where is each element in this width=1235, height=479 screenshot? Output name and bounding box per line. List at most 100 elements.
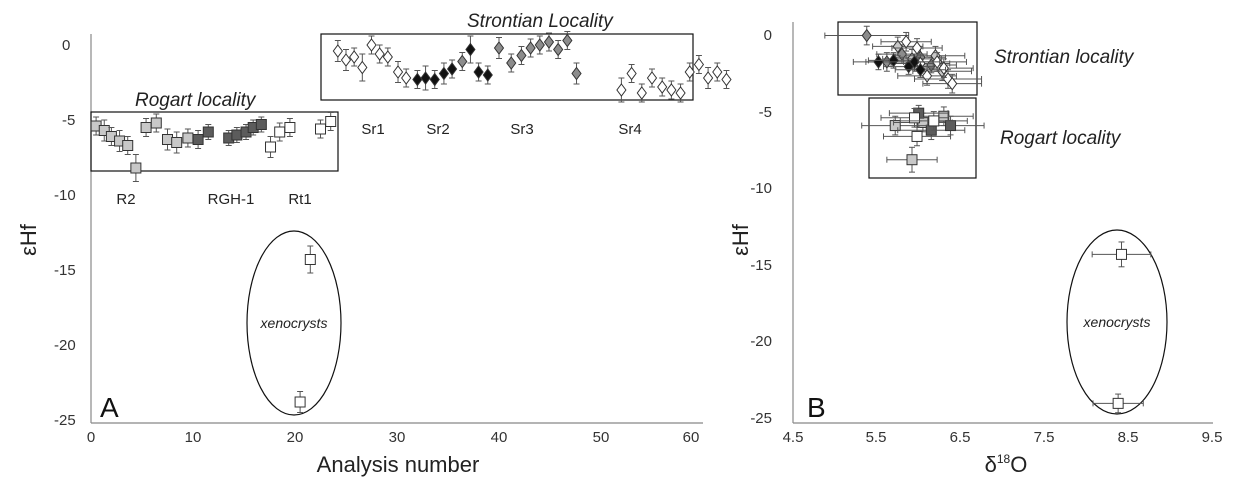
square-marker [98,125,110,136]
diamond-marker [646,71,658,85]
diamond-marker [702,71,714,85]
sample-label-rgh-1: RGH-1 [208,191,255,208]
data-point [636,83,647,103]
diamond-marker [516,48,527,63]
diamond-marker [626,66,637,81]
panel-a: 0 -5 -10 -15 -20 -25 0 10 20 30 40 50 60… [16,11,732,477]
y-tick-label: -10 [750,180,772,197]
data-point [465,35,476,64]
diamond-marker [349,50,360,64]
square-marker [284,122,296,133]
xenocrysts-label: xenocrysts [1083,314,1151,330]
data-point [446,59,458,79]
data-point [315,119,326,139]
panel-a-x-ticks: 0 10 20 30 40 50 60 [87,429,700,446]
x-tick-label: 50 [593,429,610,446]
rogart-locality-label: Rogart locality [135,90,257,111]
data-point [1092,393,1144,414]
x-tick-label: 7.5 [1034,429,1055,446]
square-marker [911,130,923,142]
square-marker [304,254,316,265]
data-point [616,77,627,103]
x-tick-label: 9.5 [1202,429,1223,446]
square-marker [202,126,214,138]
sample-label-sr3: Sr3 [510,121,533,138]
panel-a-data-points [90,31,732,413]
x-tick-label: 10 [185,429,202,446]
data-point [392,61,404,83]
data-point [150,113,162,133]
data-point [304,245,316,274]
data-point [130,154,142,182]
data-point [202,124,214,140]
data-point [140,118,152,137]
data-point [506,53,517,73]
data-point [562,31,573,50]
data-point [712,62,723,82]
data-point [332,40,343,62]
data-point [284,118,296,137]
panel-a-x-axis-title: Analysis number [317,452,480,477]
x-tick-label: 5.5 [866,429,887,446]
x-tick-label: 6.5 [950,429,971,446]
diamond-marker [873,55,884,69]
data-point [357,53,368,82]
diamond-marker [357,60,368,75]
diamond-marker [482,68,493,82]
y-tick-label: -25 [54,412,76,429]
square-marker [315,123,326,135]
data-point [894,61,947,78]
rogart-locality-label: Rogart locality [1000,128,1122,149]
data-point [122,136,134,155]
square-marker [889,120,901,132]
data-point [294,391,306,413]
data-point [382,47,393,67]
xenocrysts-label: xenocrysts [260,315,328,331]
diamond-marker [392,65,404,79]
square-marker [150,117,162,129]
diamond-marker [493,41,505,55]
square-marker [1112,397,1124,409]
y-tick-label: -5 [62,112,75,129]
square-marker [140,122,152,133]
diamond-marker [915,62,926,77]
data-point [240,124,252,140]
diamond-marker [721,72,732,87]
strontian-locality-box [320,33,694,101]
panel-b-label: B [807,392,826,423]
diamond-marker [947,76,958,91]
data-point [553,40,564,59]
data-point [429,70,440,89]
data-point [457,52,468,71]
y-tick-label: -15 [750,257,772,274]
data-point [255,116,267,133]
strontian-locality-box [837,21,978,96]
diamond-marker [506,56,517,70]
diamond-marker [553,42,564,57]
square-marker [906,154,918,166]
diamond-marker [636,86,647,100]
diamond-marker [374,47,385,61]
diamond-marker [420,71,431,85]
panel-b: 0 -5 -10 -15 -20 -25 4.5 5.5 6.5 7.5 8.5… [728,21,1223,477]
data-point [401,68,412,88]
diamond-marker [382,50,393,64]
data-point [666,80,677,100]
data-point [571,62,582,85]
diamond-marker [562,33,573,48]
diamond-marker [543,35,555,49]
diamond-marker [473,65,484,79]
data-point [702,67,714,89]
y-tick-label: -20 [54,337,76,354]
xenocrysts-ellipse [1066,229,1168,415]
data-point [626,64,637,83]
data-point [349,47,360,67]
diamond-marker [892,39,903,54]
data-point [883,126,952,147]
x-tick-label: 30 [389,429,406,446]
data-point [412,70,423,89]
sample-label-rt1: Rt1 [288,191,311,208]
panel-a-y-ticks: 0 -5 -10 -15 -20 -25 [54,37,76,429]
data-point [1091,241,1152,268]
data-point [114,130,126,152]
